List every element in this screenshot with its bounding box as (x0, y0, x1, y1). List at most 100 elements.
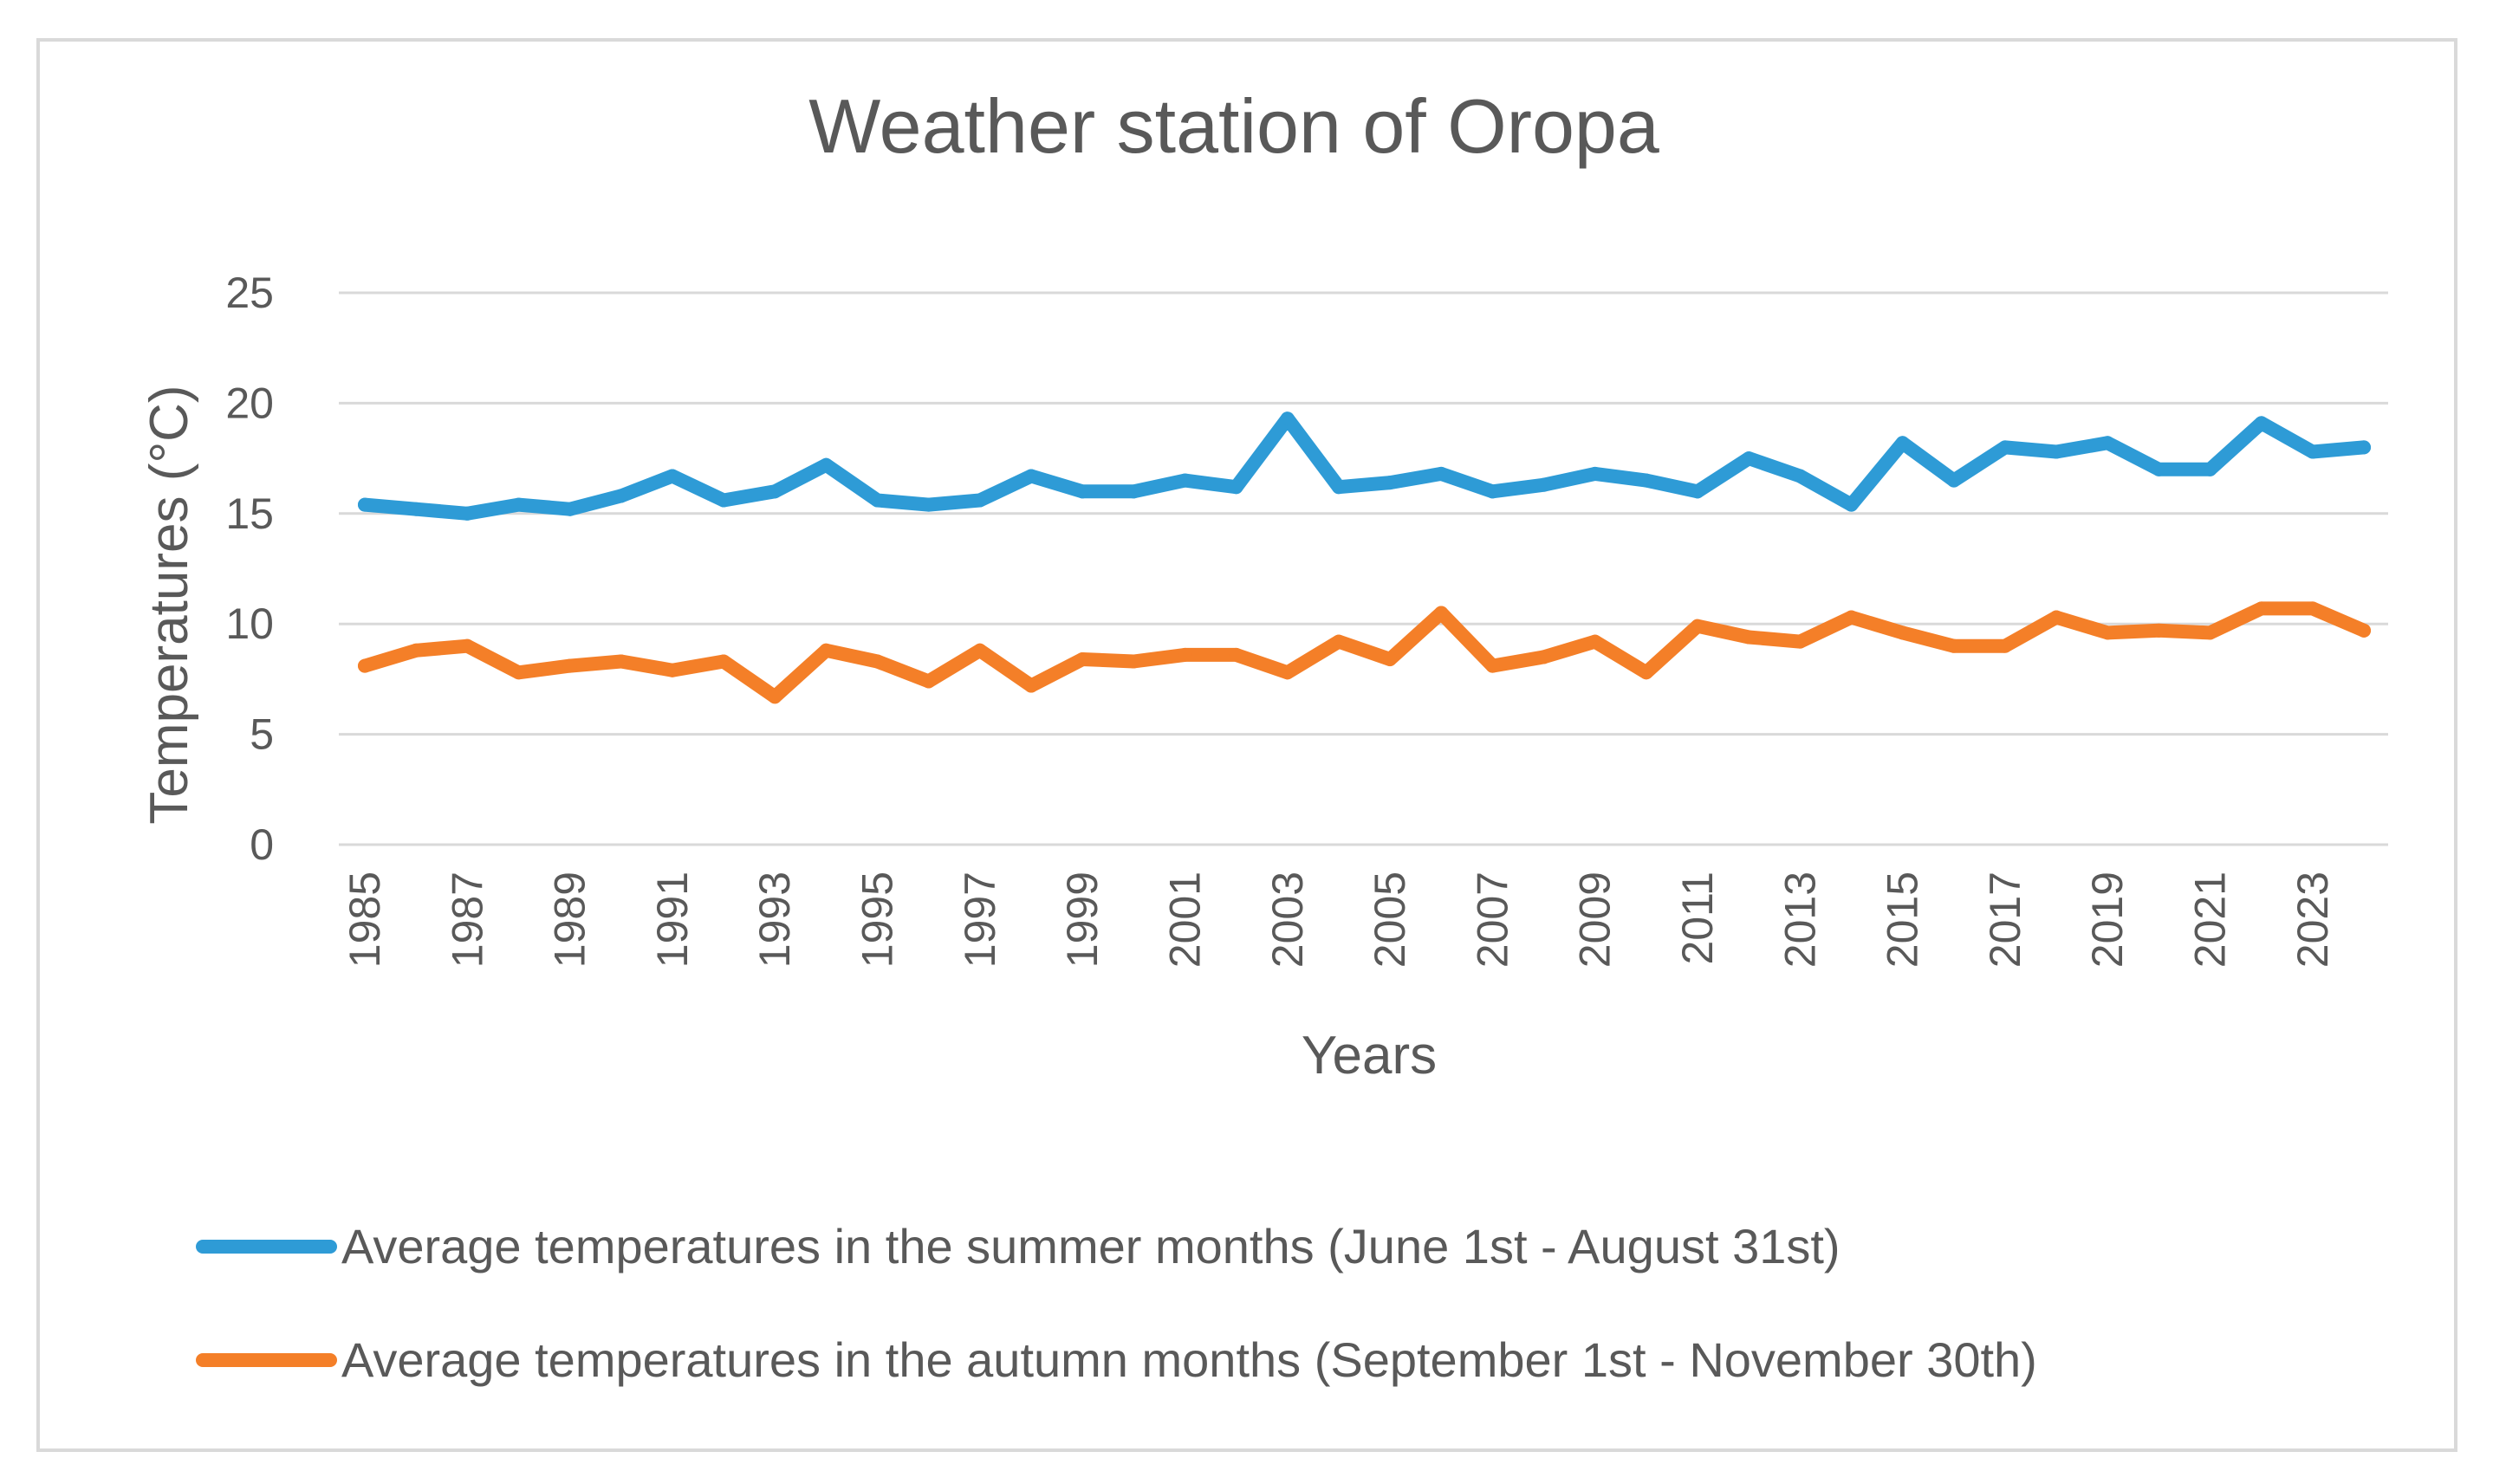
autumn-point-2014 (1844, 610, 1859, 625)
x-tick-label: 2003 (1263, 872, 1312, 968)
autumn-point-2024 (2357, 623, 2371, 638)
x-tick-label: 2005 (1366, 872, 1414, 968)
x-tick-label: 2019 (2083, 872, 2132, 968)
autumn-point-2015 (1895, 625, 1910, 640)
x-tick-label: 2021 (2186, 872, 2235, 968)
x-tick-label: 2013 (1776, 872, 1824, 968)
series-line-autumn (358, 601, 2371, 704)
autumn-point-1992 (717, 654, 731, 669)
autumn-point-2010 (1639, 665, 1653, 680)
y-tick-label: 10 (225, 599, 274, 648)
x-tick-label: 1991 (648, 872, 697, 968)
autumn-point-2005 (1383, 651, 1398, 666)
autumn-point-2004 (1331, 634, 1346, 649)
autumn-point-2017 (1997, 638, 2012, 653)
summer-point-2002 (1229, 480, 1243, 495)
autumn-point-2009 (1587, 634, 1602, 649)
series-lines (358, 412, 2371, 704)
autumn-point-2008 (1536, 650, 1551, 664)
autumn-point-2001 (1178, 647, 1192, 662)
x-axis-title: Years (1302, 1026, 1437, 1085)
autumn-point-1986 (409, 643, 424, 658)
summer-point-2020 (2152, 462, 2166, 476)
summer-point-2015 (1895, 436, 1910, 450)
x-tick-label: 1989 (546, 872, 594, 968)
autumn-point-2003 (1280, 665, 1295, 680)
chart-frame: Weather station of Oropa 0 5 10 15 20 25 1985… (36, 38, 2457, 1452)
autumn-point-2021 (2203, 625, 2217, 640)
summer-point-2024 (2357, 440, 2371, 455)
series-line-summer (358, 412, 2371, 521)
y-axis-title: Temperatures (°C) (140, 385, 199, 824)
summer-point-1988 (511, 497, 526, 512)
summer-point-2003 (1280, 412, 1295, 426)
legend-item-summer: Average temperatures in the summer month… (196, 1219, 1841, 1273)
y-tick-label: 0 (250, 820, 274, 869)
x-tick-label: 1985 (341, 872, 389, 968)
summer-point-1991 (665, 469, 679, 483)
summer-point-1994 (819, 457, 834, 472)
autumn-point-1996 (921, 674, 936, 689)
x-tick-label: 2017 (1981, 872, 2029, 968)
autumn-point-1995 (870, 654, 885, 669)
autumn-point-2020 (2152, 623, 2166, 638)
autumn-point-1987 (460, 638, 475, 653)
autumn-point-1988 (511, 665, 526, 680)
autumn-point-2007 (1485, 658, 1500, 673)
summer-point-1989 (562, 502, 577, 516)
summer-point-2018 (2049, 444, 2064, 459)
summer-point-2023 (2305, 444, 2320, 459)
legend-label-autumn: Average temperatures in the autumn month… (341, 1332, 2037, 1387)
summer-point-1997 (972, 493, 987, 508)
autumn-point-1993 (768, 690, 782, 704)
x-tick-label: 1999 (1058, 872, 1107, 968)
autumn-point-1999 (1075, 651, 1090, 666)
autumn-point-1989 (562, 658, 577, 673)
summer-point-2014 (1844, 497, 1859, 512)
legend-label-summer: Average temperatures in the summer month… (341, 1219, 1841, 1273)
legend-item-autumn: Average temperatures in the autumn month… (196, 1332, 2037, 1387)
autumn-point-2019 (2100, 625, 2115, 640)
summer-point-1992 (717, 493, 731, 508)
summer-point-2012 (1742, 451, 1756, 466)
x-tick-label: 2015 (1879, 872, 1927, 968)
y-tick-label: 25 (225, 269, 274, 317)
autumn-point-1991 (665, 663, 679, 677)
autumn-point-2012 (1742, 630, 1756, 645)
autumn-point-2022 (2254, 601, 2269, 616)
x-tick-label: 1993 (750, 872, 799, 968)
summer-point-2019 (2100, 436, 2115, 450)
summer-point-1999 (1075, 484, 1090, 499)
summer-point-1986 (409, 502, 424, 516)
y-tick-label: 15 (225, 489, 274, 538)
autumn-point-2018 (2049, 610, 2064, 625)
autumn-point-2006 (1434, 606, 1449, 620)
summer-point-1998 (1024, 469, 1038, 483)
x-tick-label: 1995 (854, 872, 902, 968)
autumn-point-1998 (1024, 678, 1038, 693)
line-chart: Weather station of Oropa 0 5 10 15 20 25 1985… (140, 83, 2388, 1387)
summer-point-1993 (768, 484, 782, 499)
autumn-point-2002 (1229, 647, 1243, 662)
summer-point-2022 (2254, 416, 2269, 431)
x-tick-label: 2011 (1673, 872, 1722, 965)
y-tick-labels: 0 5 10 15 20 25 (225, 269, 274, 869)
summer-point-1995 (870, 493, 885, 508)
x-tick-label: 1997 (956, 872, 1004, 968)
summer-point-2011 (1691, 484, 1704, 499)
x-tick-label: 2009 (1571, 872, 1620, 968)
summer-point-1987 (460, 506, 475, 521)
autumn-point-2000 (1126, 654, 1141, 669)
gridlines (339, 291, 2388, 846)
autumn-point-1985 (358, 658, 372, 673)
summer-point-2010 (1639, 473, 1653, 488)
x-tick-label: 2007 (1468, 872, 1516, 968)
legend: Average temperatures in the summer month… (196, 1219, 2037, 1387)
summer-point-2004 (1331, 480, 1346, 495)
y-tick-label: 20 (225, 379, 274, 427)
x-tick-labels: 1985 1987 1989 1991 1993 1995 1997 1999 2001 2003… (341, 872, 2337, 968)
summer-point-1990 (614, 489, 628, 503)
autumn-point-1990 (614, 654, 628, 669)
autumn-point-2011 (1691, 619, 1704, 633)
summer-point-2000 (1126, 484, 1141, 499)
